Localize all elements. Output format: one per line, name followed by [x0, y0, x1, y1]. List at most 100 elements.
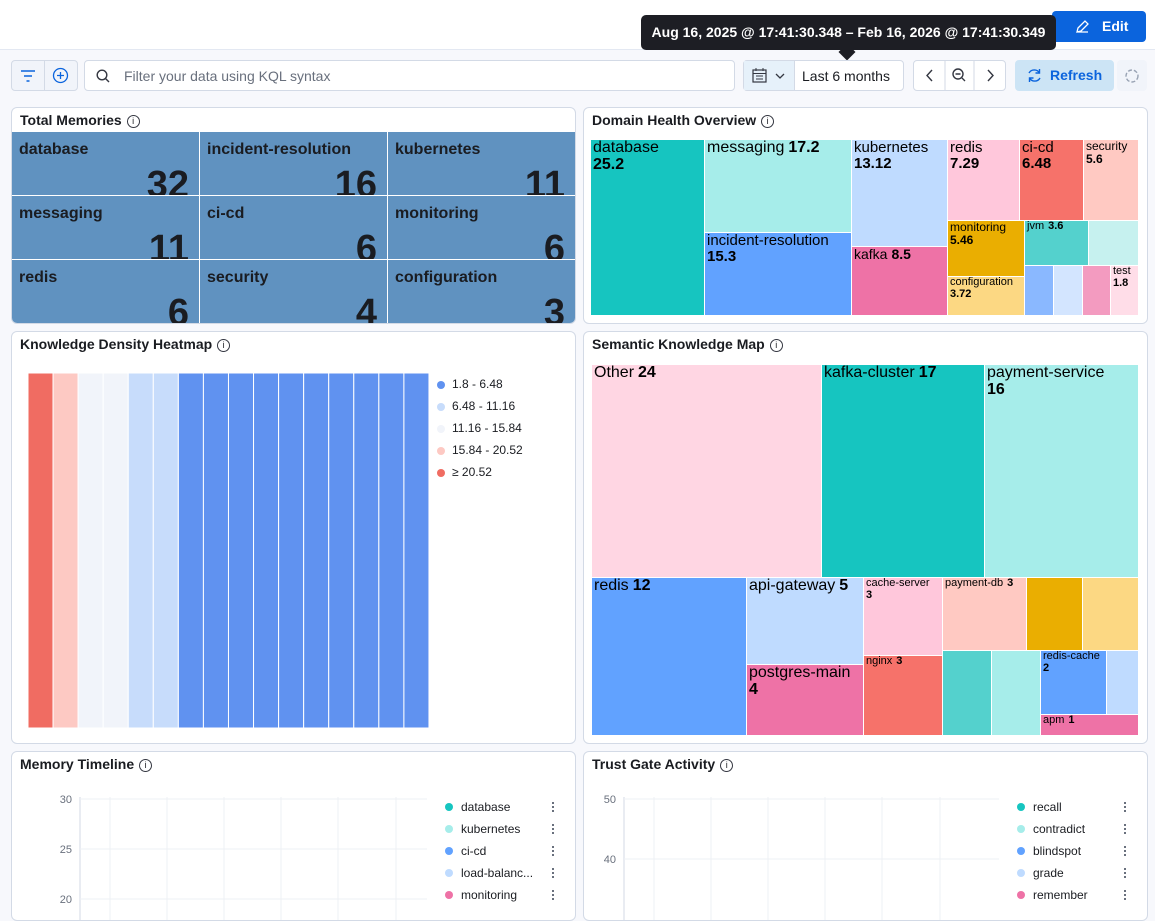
heatmap-cell	[77, 372, 104, 729]
legend-dot	[1017, 825, 1025, 833]
legend-label: 6.48 - 11.16	[452, 399, 516, 413]
legend-menu	[552, 824, 554, 834]
cell-value: 24	[638, 365, 656, 381]
cell-value: 5.46	[950, 232, 974, 247]
cell-label: Other	[594, 365, 635, 381]
legend-menu	[1124, 868, 1126, 878]
cell-label: postgres-main	[749, 665, 851, 681]
cell-value: 4	[749, 680, 758, 698]
title-text: Total Memories	[20, 112, 122, 128]
legend-menu	[552, 868, 554, 878]
heatmap-cell	[403, 372, 430, 729]
title-text: Knowledge Density Heatmap	[20, 336, 213, 352]
calendar-icon	[752, 68, 785, 83]
time-range: Last 6 months	[802, 68, 890, 84]
refresh-icon	[1028, 69, 1041, 82]
heatmap-cell	[52, 372, 79, 729]
metric-tile: security 4	[200, 260, 388, 324]
legend-label: ci-cd	[461, 844, 487, 858]
treemap-cell: payment-db 3	[943, 578, 1027, 651]
metric-value: 4	[355, 292, 377, 324]
panel-trust-gate: Trust Gate Activity i 50 40 recall contradict…	[583, 751, 1148, 921]
cell-label: payment-db	[945, 578, 1004, 589]
heatmap-cell	[152, 372, 179, 729]
cell-value: 3	[896, 656, 903, 667]
treemap-cell	[1089, 221, 1139, 266]
legend-dot	[445, 825, 453, 833]
edit-button[interactable]: Edit	[1052, 11, 1146, 42]
treemap-cell	[1027, 578, 1083, 651]
cell-label: ci-cd	[1022, 140, 1054, 156]
info-icon[interactable]: i	[139, 759, 153, 772]
title-text: Memory Timeline	[20, 756, 135, 772]
cell-label: redis-cache	[1043, 651, 1100, 662]
heatmap-chart	[27, 372, 430, 729]
panel-title: Semantic Knowledge Map i	[592, 336, 783, 352]
y-tick-label: 25	[60, 844, 72, 856]
metric-label: security	[207, 269, 269, 286]
cell-value: 7.29	[950, 154, 980, 172]
metric-label: kubernetes	[395, 141, 481, 158]
date-picker[interactable]: Last 6 months	[743, 60, 904, 91]
edit-label: Edit	[1102, 18, 1129, 34]
legend-label: contradict	[1033, 822, 1086, 836]
heatmap-cell	[378, 372, 405, 729]
cell-value: 17	[918, 365, 937, 381]
refresh-button[interactable]: Refresh	[1015, 60, 1114, 91]
add-filter-icon[interactable]	[52, 67, 69, 84]
cell-label: messaging	[707, 140, 785, 156]
metric-tile: ci-cd 6	[200, 196, 388, 260]
legend-dot	[445, 803, 453, 811]
info-icon[interactable]: i	[761, 115, 775, 128]
cell-label: redis	[950, 140, 983, 156]
tooltip-arrow	[838, 43, 856, 61]
treemap-cell	[1107, 651, 1139, 715]
title-text: Trust Gate Activity	[592, 756, 716, 772]
heatmap-cell	[177, 372, 204, 729]
legend-label: load-balanc...	[461, 866, 534, 880]
time-nav	[913, 60, 1006, 91]
heatmap-cell	[102, 372, 129, 729]
metric-label: incident-resolution	[207, 141, 351, 158]
metric-label: database	[19, 141, 89, 158]
legend-menu	[552, 890, 554, 900]
metric-label: configuration	[395, 269, 498, 286]
info-icon[interactable]: i	[720, 759, 734, 772]
legend-dot	[1017, 869, 1025, 877]
search-input[interactable]: Filter your data using KQL syntax	[84, 60, 735, 91]
title-text: Semantic Knowledge Map	[592, 336, 765, 352]
title-text: Domain Health Overview	[592, 112, 757, 128]
treemap-cell: test 1.8	[1111, 266, 1139, 316]
metric-label: monitoring	[395, 205, 479, 222]
legend-dot	[437, 381, 445, 389]
metric-value: 32	[146, 164, 189, 196]
legend-dot	[437, 403, 445, 411]
info-icon[interactable]: i	[769, 339, 783, 352]
cell-value: 3	[1007, 578, 1014, 589]
tooltip-text: Aug 16, 2025 @ 17:41:30.348 – Feb 16, 20…	[651, 24, 1046, 40]
legend-dot	[437, 447, 445, 455]
treemap-cell: jvm 3.6	[1025, 221, 1089, 266]
nav-icons[interactable]	[914, 61, 1005, 90]
info-icon[interactable]: i	[126, 115, 140, 128]
heatmap-cell	[253, 372, 280, 729]
legend-dot	[445, 847, 453, 855]
treemap-cell: redis 12	[592, 578, 747, 736]
divider	[44, 61, 45, 90]
legend-dot	[1017, 847, 1025, 855]
quick-menu[interactable]	[744, 61, 795, 90]
cell-label: api-gateway	[749, 578, 836, 594]
treemap-cell: payment-service 16	[985, 365, 1139, 578]
treemap-cell: nginx 3	[864, 656, 943, 736]
treemap-cell: kafka-cluster 17	[822, 365, 985, 578]
filter-icon[interactable]	[21, 70, 35, 82]
info-icon[interactable]: i	[217, 339, 231, 352]
cell-value: 5.6	[1086, 151, 1103, 166]
legend-label: recall	[1033, 800, 1062, 814]
search-placeholder: Filter your data using KQL syntax	[124, 68, 331, 84]
metric-tile: configuration 3	[388, 260, 575, 323]
treemap-cell: configuration 3.72	[948, 277, 1025, 316]
legend-label: ≥ 20.52	[452, 465, 492, 479]
heatmap-cell	[278, 372, 305, 729]
